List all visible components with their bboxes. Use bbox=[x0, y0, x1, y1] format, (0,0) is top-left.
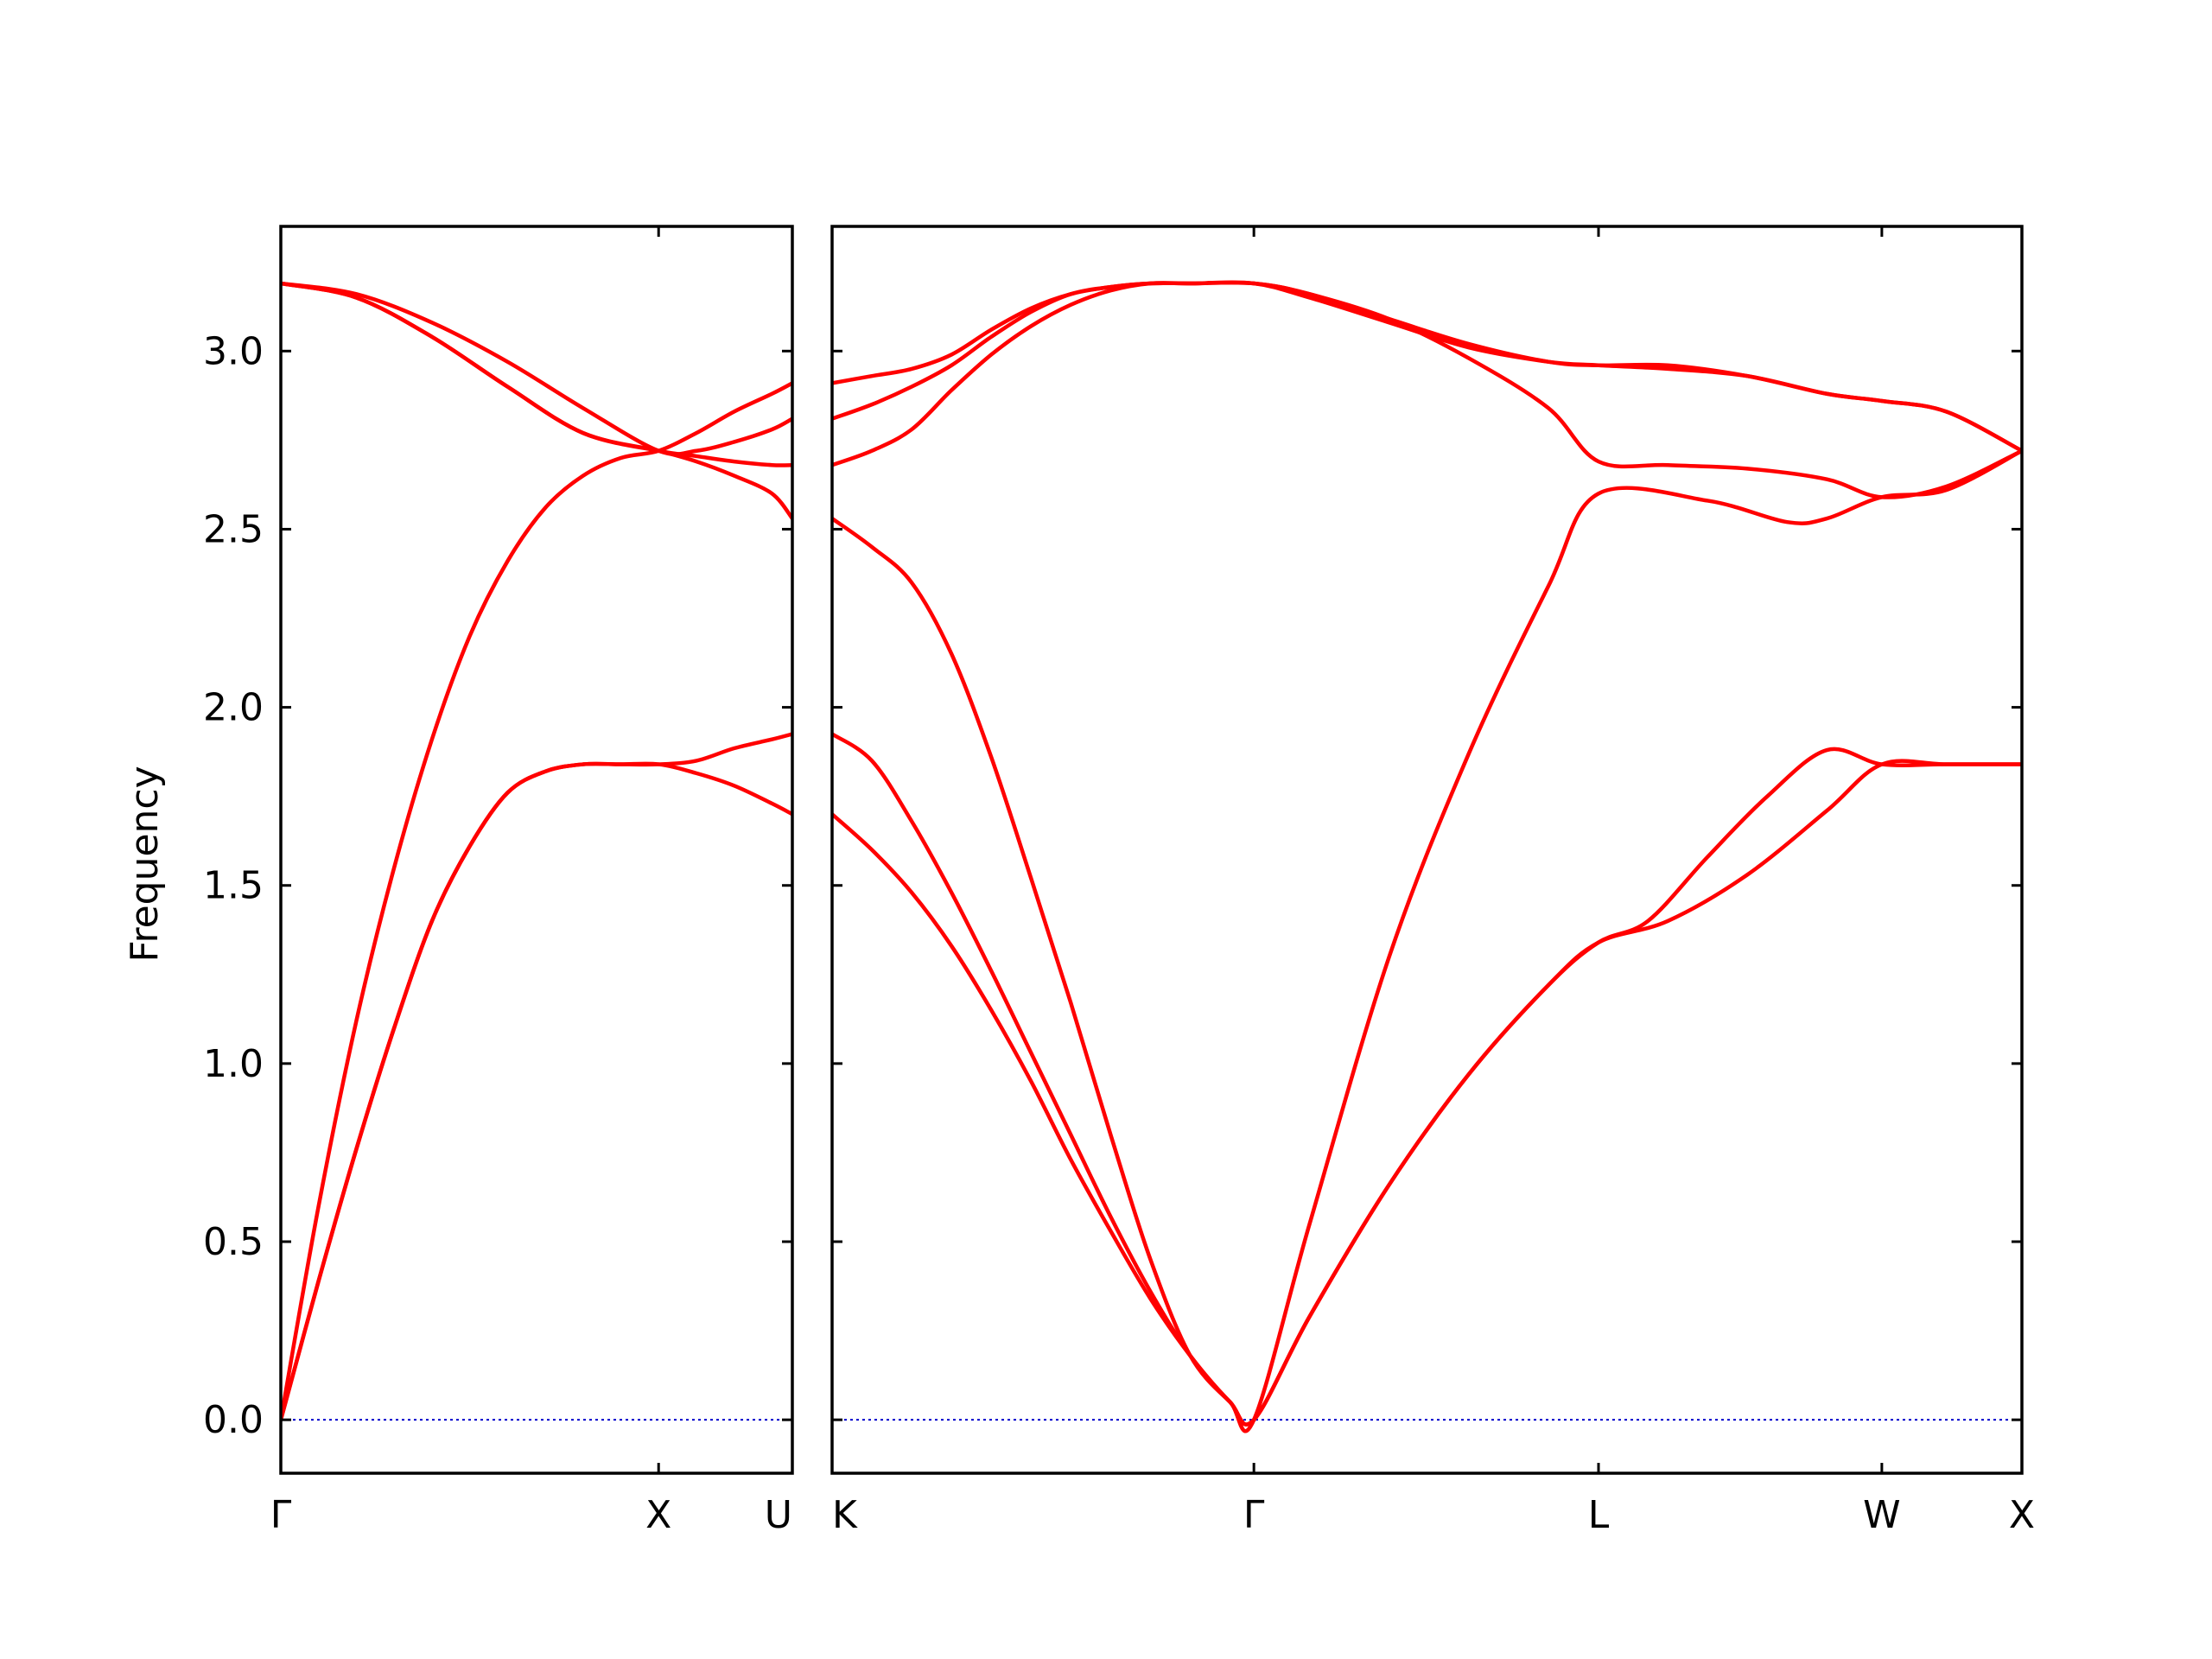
y-tick-label: 1.0 bbox=[203, 1042, 264, 1086]
plot-panels: 0.0 0.5 1.0 1.5 2.0 2.5 3.0 Γ X U K Γ L W X bbox=[203, 225, 2035, 1537]
x-tick-label-Γ: Γ bbox=[1243, 1493, 1265, 1537]
y-axis-label: Frequency bbox=[123, 766, 167, 962]
y-tick-label: 2.0 bbox=[203, 686, 264, 730]
x-tick-label-K: K bbox=[832, 1493, 858, 1537]
band-group bbox=[281, 281, 792, 1422]
x-tick-label-U: U bbox=[765, 1493, 792, 1537]
x-tick-label-X: X bbox=[645, 1493, 671, 1537]
y-tick-label: 0.5 bbox=[203, 1220, 264, 1264]
band-line-3 bbox=[281, 381, 792, 1422]
x-tick-label-Γ: Γ bbox=[270, 1493, 292, 1537]
band-line-4 bbox=[281, 281, 792, 457]
band-group bbox=[832, 280, 2022, 1433]
band-line-6 bbox=[281, 281, 792, 467]
panel-frame bbox=[279, 225, 794, 1475]
y-tick-label: 2.5 bbox=[203, 507, 264, 551]
band-line-2 bbox=[832, 732, 2022, 1427]
y-tick-label: 0.0 bbox=[203, 1398, 264, 1442]
x-tick-label-X: X bbox=[2009, 1493, 2035, 1537]
panel-frame bbox=[830, 225, 2024, 1475]
y-tick-label: 3.0 bbox=[203, 329, 264, 373]
x-tick-label-W: W bbox=[1863, 1493, 1901, 1537]
band-line-6 bbox=[832, 280, 2022, 453]
panel-gamma-x-u: 0.0 0.5 1.0 1.5 2.0 2.5 3.0 Γ X U bbox=[203, 225, 794, 1537]
band-line-2 bbox=[281, 732, 792, 1422]
band-line-3 bbox=[832, 448, 2022, 1433]
x-tick-label-L: L bbox=[1588, 1493, 1610, 1537]
y-tick-label: 1.5 bbox=[203, 864, 264, 908]
